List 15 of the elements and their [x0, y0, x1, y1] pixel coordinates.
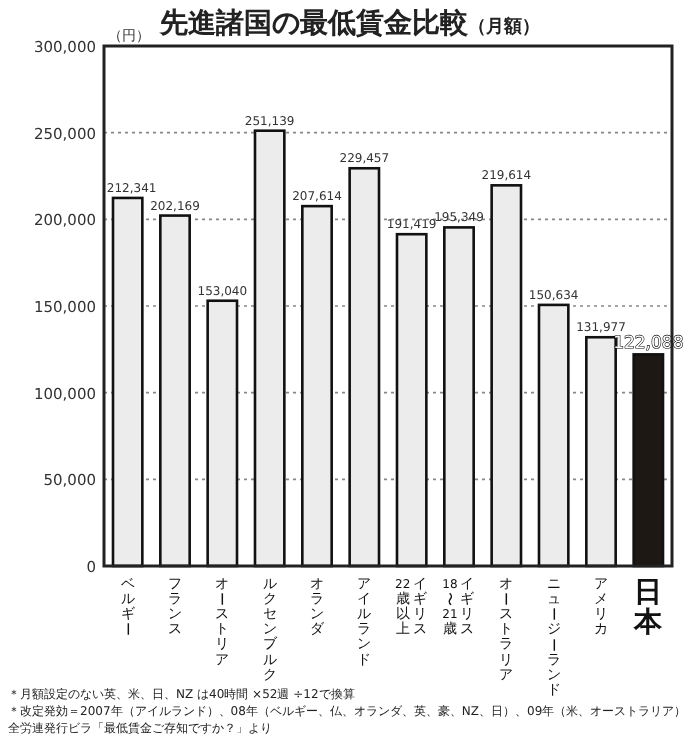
bar — [111, 196, 144, 568]
bar — [585, 335, 617, 568]
bar — [395, 232, 428, 568]
x-tick-label: 日本 — [632, 577, 665, 639]
bar — [490, 184, 523, 568]
bar — [443, 226, 475, 568]
bar — [348, 166, 381, 568]
bar — [159, 214, 191, 568]
bar — [632, 353, 665, 568]
bar — [206, 299, 239, 568]
chart-subtitle: （月額） — [468, 16, 540, 38]
bar — [253, 129, 286, 568]
chart-title: 先進諸国の最低賃金比較 — [158, 6, 470, 40]
bar — [537, 303, 570, 568]
bar — [301, 204, 333, 568]
